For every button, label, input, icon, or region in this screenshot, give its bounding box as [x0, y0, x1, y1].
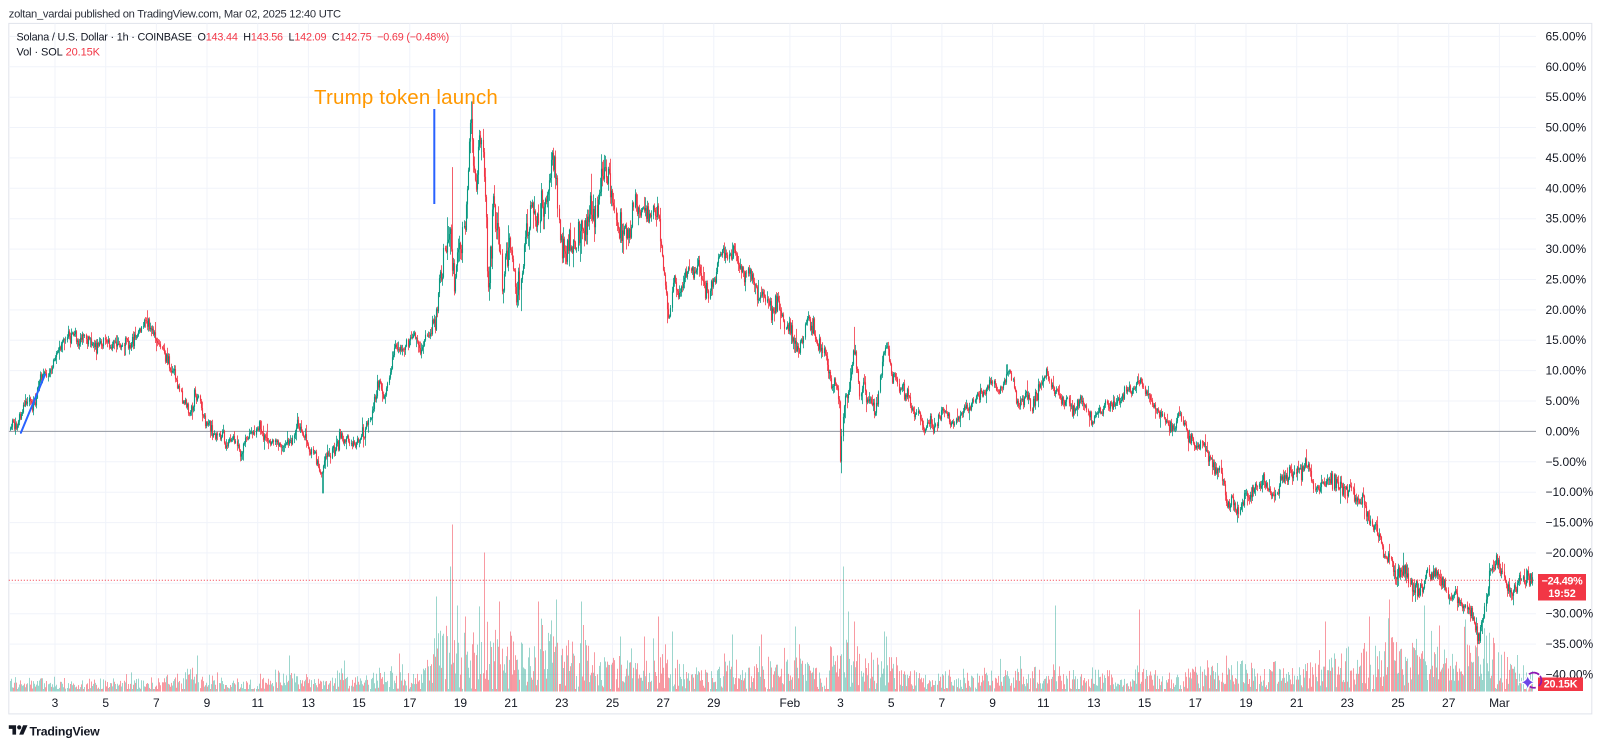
svg-text:25: 25	[1391, 696, 1405, 710]
svg-text:55.00%: 55.00%	[1546, 90, 1587, 104]
svg-text:7: 7	[939, 696, 946, 710]
svg-text:Vol · SOL 20.15K: Vol · SOL 20.15K	[17, 47, 101, 59]
svg-text:23: 23	[555, 696, 569, 710]
svg-text:21: 21	[1290, 696, 1304, 710]
svg-text:−10.00%: −10.00%	[1546, 485, 1594, 499]
svg-text:35.00%: 35.00%	[1546, 212, 1587, 226]
svg-text:65.00%: 65.00%	[1546, 29, 1587, 43]
svg-text:Mar: Mar	[1489, 696, 1510, 710]
svg-text:−15.00%: −15.00%	[1546, 516, 1594, 530]
svg-text:10.00%: 10.00%	[1546, 364, 1587, 378]
svg-text:11: 11	[251, 696, 264, 710]
svg-text:5: 5	[888, 696, 895, 710]
svg-text:15: 15	[1138, 696, 1152, 710]
svg-text:3: 3	[837, 696, 844, 710]
svg-text:21: 21	[504, 696, 518, 710]
svg-text:25: 25	[606, 696, 620, 710]
svg-text:9: 9	[204, 696, 211, 710]
svg-text:0.00%: 0.00%	[1546, 424, 1580, 438]
svg-text:−30.00%: −30.00%	[1546, 607, 1594, 621]
svg-text:Solana / U.S. Dollar · 1h · CO: Solana / U.S. Dollar · 1h · COINBASE O14…	[17, 32, 450, 44]
svg-text:20.15K: 20.15K	[1544, 679, 1578, 691]
svg-text:13: 13	[1087, 696, 1101, 710]
svg-text:−24.49%: −24.49%	[1542, 576, 1584, 588]
svg-text:13: 13	[302, 696, 316, 710]
svg-text:17: 17	[403, 696, 417, 710]
svg-text:3: 3	[52, 696, 59, 710]
svg-text:Trump token launch: Trump token launch	[314, 86, 498, 109]
svg-text:45.00%: 45.00%	[1546, 151, 1587, 165]
svg-text:29: 29	[707, 696, 721, 710]
svg-text:15: 15	[352, 696, 366, 710]
svg-text:23: 23	[1341, 696, 1355, 710]
svg-text:11: 11	[1037, 696, 1050, 710]
svg-text:17: 17	[1189, 696, 1203, 710]
svg-text:−20.00%: −20.00%	[1546, 546, 1594, 560]
svg-text:27: 27	[657, 696, 671, 710]
svg-text:Feb: Feb	[780, 696, 801, 710]
svg-text:19: 19	[454, 696, 468, 710]
svg-text:19: 19	[1239, 696, 1253, 710]
svg-text:−5.00%: −5.00%	[1546, 455, 1587, 469]
svg-text:9: 9	[989, 696, 996, 710]
svg-text:TradingView: TradingView	[30, 725, 101, 739]
svg-text:50.00%: 50.00%	[1546, 121, 1587, 135]
svg-text:40.00%: 40.00%	[1546, 181, 1587, 195]
svg-text:20.00%: 20.00%	[1546, 303, 1587, 317]
svg-text:7: 7	[153, 696, 160, 710]
svg-text:27: 27	[1442, 696, 1456, 710]
svg-text:5: 5	[102, 696, 109, 710]
svg-text:−35.00%: −35.00%	[1546, 637, 1594, 651]
svg-text:15.00%: 15.00%	[1546, 333, 1587, 347]
svg-text:5.00%: 5.00%	[1546, 394, 1580, 408]
svg-text:19:52: 19:52	[1548, 588, 1576, 600]
svg-text:zoltan_vardai published on Tra: zoltan_vardai published on TradingView.c…	[9, 9, 341, 21]
svg-text:60.00%: 60.00%	[1546, 60, 1587, 74]
svg-text:25.00%: 25.00%	[1546, 273, 1587, 287]
svg-text:30.00%: 30.00%	[1546, 242, 1587, 256]
